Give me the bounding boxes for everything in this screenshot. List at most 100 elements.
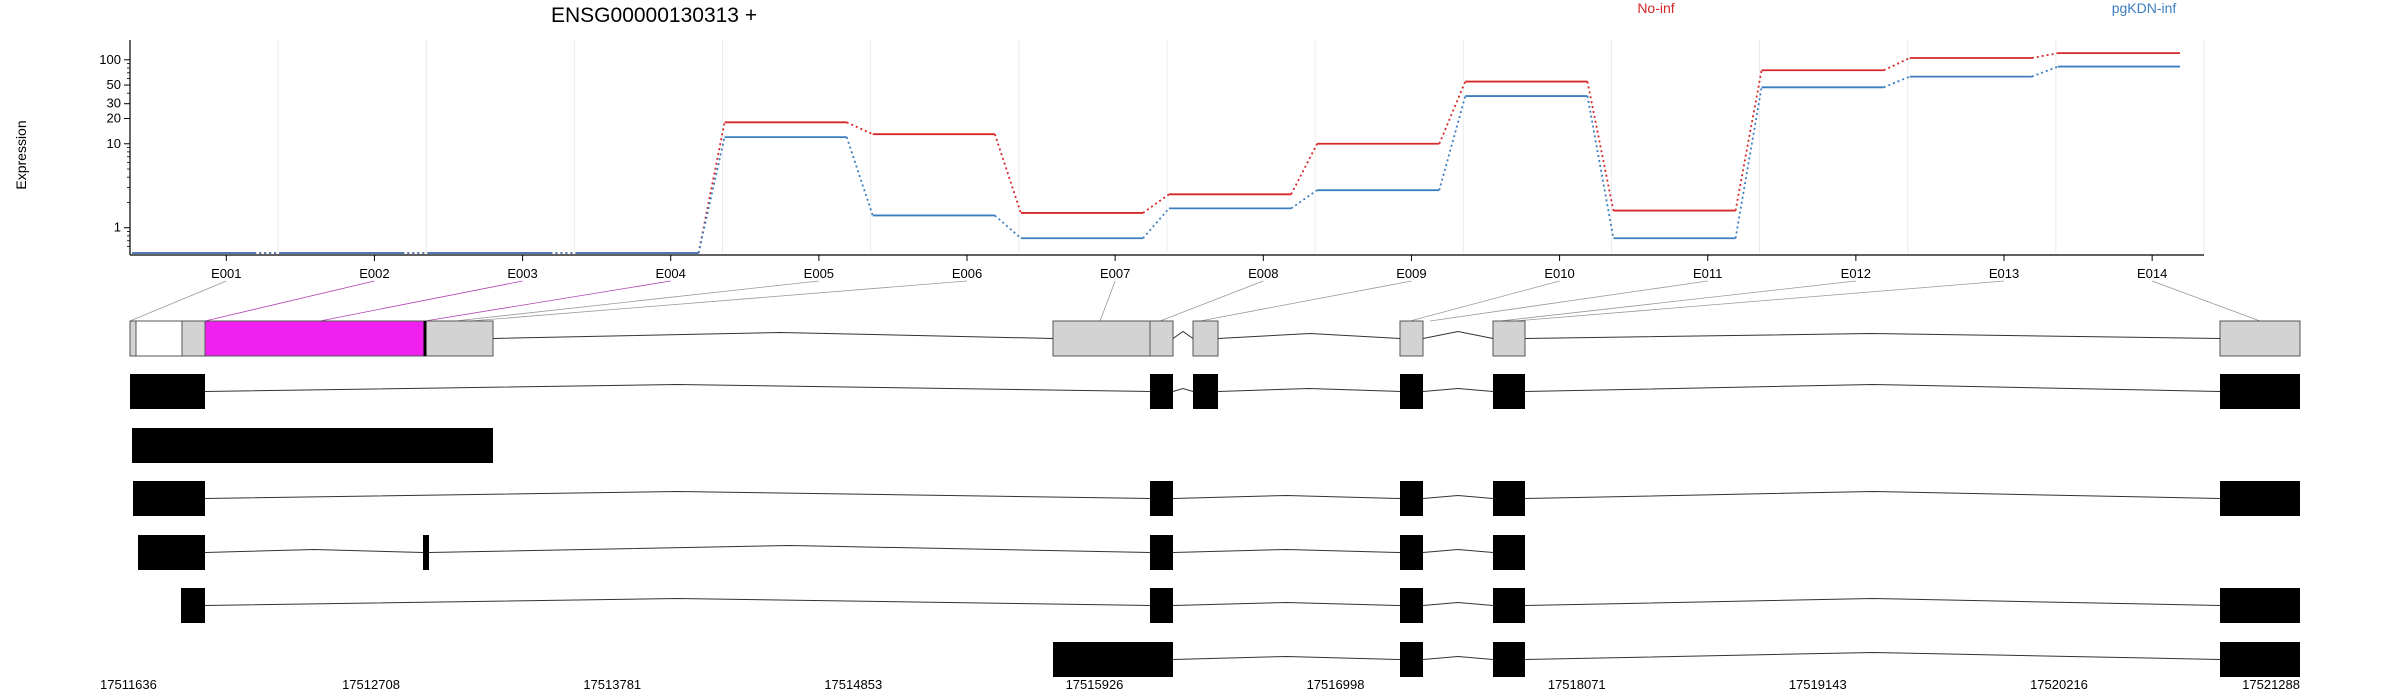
exon-mapping-line [1159, 280, 1264, 322]
y-tick-label: 10 [107, 136, 121, 151]
exon-bin [204, 320, 426, 357]
data-connector [1734, 87, 1763, 239]
x-tick-label: E003 [507, 266, 537, 281]
exon-bin [1149, 320, 1174, 357]
exon-bin [1052, 320, 1151, 357]
intron [204, 383, 1151, 392]
transcript-exon [132, 428, 493, 463]
exon-mapping-line [424, 280, 671, 322]
exon-mapping-line [2152, 280, 2261, 322]
coordinate-label: 17512708 [342, 677, 400, 692]
coordinate-label: 17511636 [100, 677, 157, 692]
transcript-exon [1400, 374, 1423, 409]
transcript-exon [1493, 535, 1525, 570]
gene-model: 17511636 17512708 17513781 17514853 17515926… [100, 280, 2301, 692]
data-connector [1883, 75, 1911, 89]
x-tick-label: E010 [1544, 266, 1574, 281]
intron [1217, 332, 1401, 339]
intron [1422, 330, 1494, 339]
coordinate-label: 17513781 [583, 677, 641, 692]
exon-bin [1492, 320, 1526, 357]
transcript-5 [181, 588, 2300, 623]
intron [1524, 651, 2221, 660]
intron [1172, 655, 1401, 660]
transcript-exon [133, 481, 205, 516]
transcript-exon [1150, 481, 1173, 516]
intron [428, 544, 1151, 553]
x-tick-label: E011 [1693, 266, 1722, 281]
data-connector [1142, 207, 1170, 239]
exon-mapping-line [204, 280, 375, 322]
intron [1422, 387, 1494, 392]
x-tick-label: E012 [1841, 266, 1871, 281]
data-connector [1438, 81, 1467, 145]
coordinate-label: 17519143 [1789, 677, 1847, 692]
exon-mapping-line [1409, 280, 1560, 322]
intron [204, 490, 1151, 499]
exon-bin [2219, 320, 2301, 357]
gene-title: ENSG00000130313 + [551, 4, 757, 27]
intron [492, 331, 1054, 339]
x-tick-label: E013 [1989, 266, 2019, 281]
exon-mapping-line [1429, 280, 1708, 322]
data-connector [697, 122, 726, 254]
coordinate-label: 17521288 [2242, 677, 2300, 692]
exon-mapping-line [1514, 280, 2005, 322]
transcript-exon [2220, 374, 2300, 409]
y-tick-label: 20 [107, 110, 121, 125]
transcript-exon [1053, 642, 1173, 677]
transcript-exon [1150, 535, 1173, 570]
x-tick-label: E006 [952, 266, 982, 281]
transcript-exon [1493, 642, 1525, 677]
data-connector [1438, 95, 1467, 191]
x-tick-label: E007 [1100, 266, 1130, 281]
exon-bin [1399, 320, 1424, 357]
exon-bin [181, 320, 206, 357]
data-connector [1586, 81, 1615, 211]
transcript-exon [2220, 588, 2300, 623]
intron [1422, 494, 1494, 499]
data-connector [2031, 65, 2059, 78]
data-connector [1290, 189, 1318, 210]
intron [1524, 383, 2221, 392]
data-connector [1586, 95, 1615, 239]
x-tick-label: E004 [656, 266, 686, 281]
transcript-4 [138, 535, 1525, 570]
transcript-exon [1150, 374, 1173, 409]
transcript-exon [423, 535, 429, 570]
transcript-exon [1150, 588, 1173, 623]
intron [1524, 490, 2221, 499]
data-connector [1883, 57, 1911, 72]
series-no-inf [132, 52, 2180, 254]
y-tick-label: 1 [114, 220, 121, 235]
exon-mapping-line [469, 280, 968, 322]
exon-mapping-line [319, 280, 523, 322]
exon-mapping-line [1199, 280, 1412, 322]
transcript-6 [1053, 642, 2300, 677]
x-tick-label: E001 [211, 266, 241, 281]
data-connector [697, 136, 726, 254]
exon-mapping-line [1099, 280, 1116, 322]
transcript-exon [181, 588, 205, 623]
intron [1172, 330, 1194, 339]
transcript-exon [2220, 642, 2300, 677]
transcript-exon [1400, 588, 1423, 623]
transcript-exon [1493, 588, 1525, 623]
data-connector [994, 133, 1022, 214]
intron [204, 597, 1151, 606]
intron [1172, 548, 1401, 553]
intron [1524, 597, 2221, 606]
data-connector [1290, 143, 1318, 195]
data-connector [846, 121, 874, 136]
legend-pgkdn-inf: pgKDN-inf [2112, 0, 2177, 16]
y-tick-label: 50 [107, 77, 121, 92]
transcript-exon [2220, 481, 2300, 516]
intron [1172, 494, 1401, 499]
coordinate-label: 17515926 [1066, 677, 1124, 692]
y-axis-label: Expression [13, 120, 29, 189]
x-tick-label: E008 [1248, 266, 1278, 281]
transcript-3 [133, 481, 2300, 516]
x-tick-label: E002 [359, 266, 389, 281]
